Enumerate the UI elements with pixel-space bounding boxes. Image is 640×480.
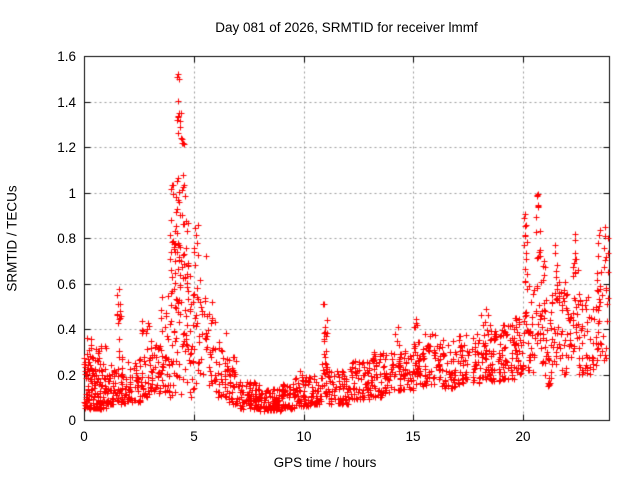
x-axis-label: GPS time / hours — [273, 455, 377, 470]
x-tick-label: 10 — [296, 429, 312, 444]
y-tick-label: 0.8 — [57, 231, 76, 246]
x-tick-label: 0 — [80, 429, 88, 444]
x-tick-label: 20 — [515, 429, 531, 444]
x-tick-label: 5 — [190, 429, 198, 444]
y-tick-label: 0.2 — [57, 368, 76, 383]
y-tick-label: 0.4 — [57, 322, 76, 337]
x-tick-label: 15 — [405, 429, 421, 444]
y-tick-label: 1.6 — [57, 49, 76, 64]
y-tick-label: 1.2 — [57, 140, 76, 155]
y-tick-label: 0 — [68, 413, 76, 428]
y-tick-label: 1.4 — [57, 95, 76, 110]
y-tick-label: 1 — [68, 186, 76, 201]
y-tick-label: 0.6 — [57, 277, 76, 292]
